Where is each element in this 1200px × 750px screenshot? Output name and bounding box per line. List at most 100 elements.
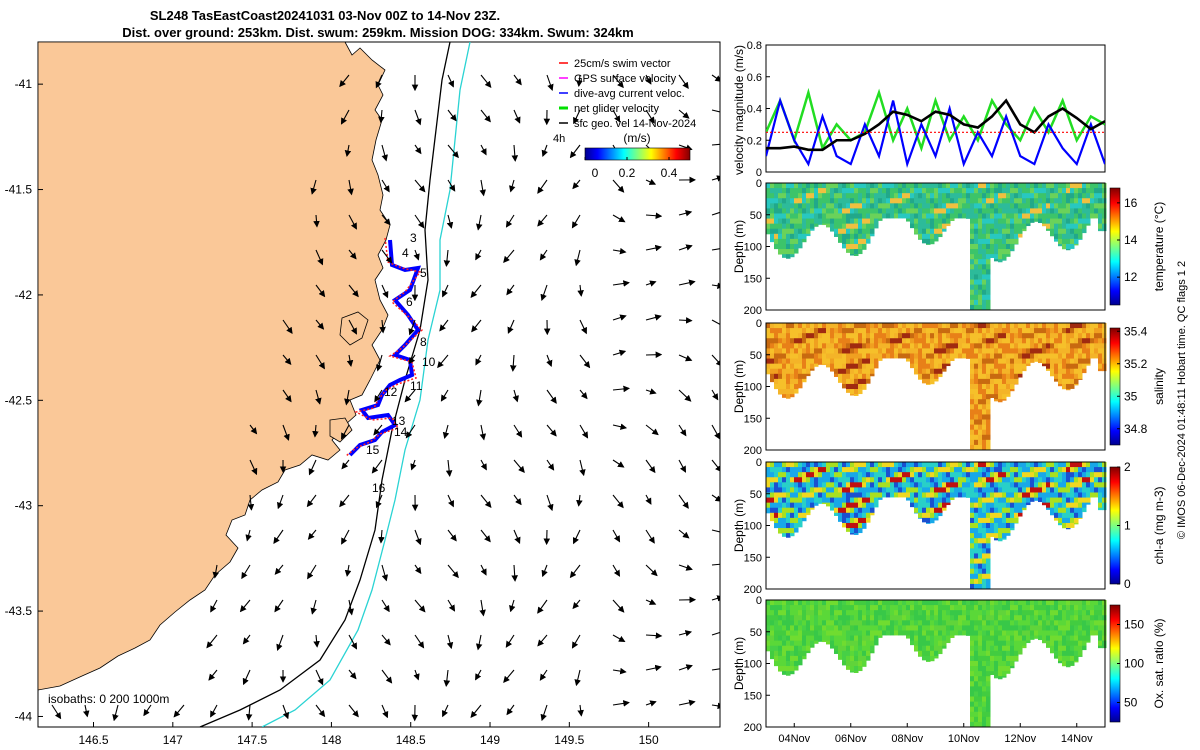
section-cell <box>846 188 851 194</box>
current-arrow <box>512 389 519 403</box>
section-cell <box>1102 358 1107 365</box>
section-cell <box>970 645 975 652</box>
section-cell <box>982 538 987 544</box>
section-cell <box>982 666 987 672</box>
section-cell <box>786 528 791 534</box>
section-cell <box>990 522 995 529</box>
section-cell <box>1034 630 1039 637</box>
section-cell <box>1102 228 1107 232</box>
section-cell <box>1090 188 1095 194</box>
section-cell <box>942 208 947 214</box>
section-cell <box>986 563 991 570</box>
section-cell <box>1026 218 1031 225</box>
section-cell <box>1094 343 1099 349</box>
section-cell <box>770 620 775 626</box>
section-cell <box>882 487 887 493</box>
section-cell <box>978 558 983 565</box>
section-cell <box>1078 625 1083 631</box>
section-cell <box>782 650 787 657</box>
section-cell <box>922 363 927 370</box>
section-cell <box>1054 328 1059 334</box>
section-cell <box>982 444 987 451</box>
section-cell <box>838 323 843 329</box>
section-cell <box>954 605 959 611</box>
section-cell <box>870 328 875 334</box>
section-cell <box>1042 343 1047 349</box>
section-cell <box>834 328 839 334</box>
section-cell <box>842 243 847 249</box>
section-cell <box>778 193 783 199</box>
section-cell <box>990 208 995 214</box>
section-cell <box>1046 323 1051 329</box>
section-cell <box>1070 343 1075 349</box>
section-cell <box>1074 497 1079 504</box>
section-cell <box>886 183 891 189</box>
current-arrow <box>479 179 486 197</box>
section-cell <box>790 328 795 334</box>
section-cell <box>978 348 983 354</box>
section-cell <box>974 353 979 360</box>
section-cell <box>854 507 859 514</box>
section-cell <box>770 358 775 365</box>
section-cell <box>978 528 983 534</box>
section-cell <box>910 343 915 349</box>
current-arrow <box>645 74 652 85</box>
section-cell <box>794 223 799 230</box>
section-cell <box>986 533 991 539</box>
section-cell <box>870 213 875 220</box>
section-cell <box>982 467 987 473</box>
section-cell <box>970 358 975 365</box>
section-cell <box>1046 198 1051 204</box>
section-cell <box>1002 600 1007 606</box>
title-line-1: SL248 TasEastCoast20241031 03-Nov 00Z to… <box>150 8 500 23</box>
map-ytick-label: -43 <box>15 499 33 513</box>
section-cell <box>902 348 907 354</box>
section-cell <box>846 620 851 626</box>
section-cell <box>986 299 991 306</box>
section-cell <box>766 368 771 375</box>
section-cell <box>990 502 995 509</box>
section-cell <box>978 620 983 626</box>
section-cell <box>782 238 787 245</box>
section-cell <box>1018 600 1023 606</box>
section-cell <box>990 671 995 675</box>
section-cell <box>962 605 967 611</box>
depth-tick-label: 0 <box>756 457 762 469</box>
section-cell <box>938 620 943 626</box>
section-cell <box>810 353 815 360</box>
section-cell <box>954 630 959 636</box>
section-cell <box>982 368 987 375</box>
section-cell <box>770 323 775 329</box>
current-arrow <box>381 564 389 582</box>
section-cell <box>1094 605 1099 611</box>
section-cell <box>974 600 979 606</box>
section-cell <box>766 467 771 473</box>
section-cell <box>854 394 859 396</box>
section-cell <box>806 323 811 329</box>
section-cell <box>906 198 911 204</box>
section-cell <box>770 348 775 354</box>
section-cell <box>806 193 811 199</box>
section-cell <box>1038 600 1043 606</box>
section-cell <box>982 522 987 529</box>
section-cell <box>1050 183 1055 189</box>
section-cell <box>866 517 871 523</box>
section-cell <box>882 328 887 334</box>
section-cell <box>970 279 975 286</box>
section-cell <box>822 338 827 344</box>
section-cell <box>1058 477 1063 483</box>
section-cell <box>926 343 931 349</box>
section-cell <box>982 462 987 468</box>
section-cell <box>990 183 995 189</box>
section-cell <box>918 218 923 225</box>
current-arrow <box>313 634 320 648</box>
section-cell <box>874 492 879 499</box>
section-cell <box>1038 492 1043 499</box>
section-cell <box>934 640 939 647</box>
section-cell <box>814 193 819 199</box>
section-cell <box>794 512 799 519</box>
section-cell <box>998 208 1003 214</box>
section-cell <box>946 198 951 204</box>
section-cell <box>842 512 847 519</box>
